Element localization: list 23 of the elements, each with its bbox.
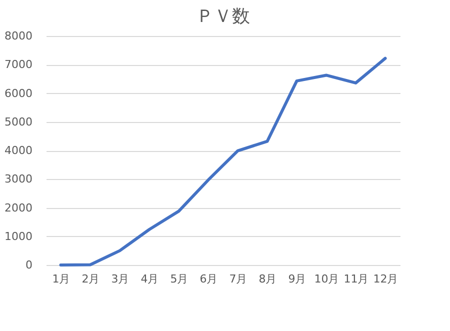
chart-title: ＰＶ数 xyxy=(196,6,250,27)
x-tick-label: 12月 xyxy=(373,272,398,286)
x-tick-label: 11月 xyxy=(344,272,369,286)
x-tick-label: 5月 xyxy=(170,272,188,286)
x-tick-label: 6月 xyxy=(200,272,218,286)
x-tick-label: 2月 xyxy=(82,272,100,286)
y-tick-label: 0 xyxy=(26,258,32,272)
y-tick-label: 1000 xyxy=(4,230,32,243)
y-tick-label: 6000 xyxy=(4,86,32,100)
line-series xyxy=(59,56,387,266)
y-tick-label: 2000 xyxy=(4,201,32,214)
x-tick-label: 8月 xyxy=(258,272,277,286)
x-tick-label: 4月 xyxy=(140,272,159,286)
y-tick-label: 8000 xyxy=(4,30,32,42)
x-tick-label: 1月 xyxy=(52,272,70,286)
y-tick-label: 4000 xyxy=(4,144,32,157)
x-tick-label: 9月 xyxy=(288,272,306,286)
y-tick-label: 7000 xyxy=(4,58,32,72)
y-tick-label: 5000 xyxy=(4,115,32,128)
x-tick-label: 3月 xyxy=(111,272,130,286)
x-tick-label: 7月 xyxy=(229,272,248,286)
y-tick-label: 3000 xyxy=(4,172,32,186)
x-tick-label: 10月 xyxy=(314,272,340,286)
